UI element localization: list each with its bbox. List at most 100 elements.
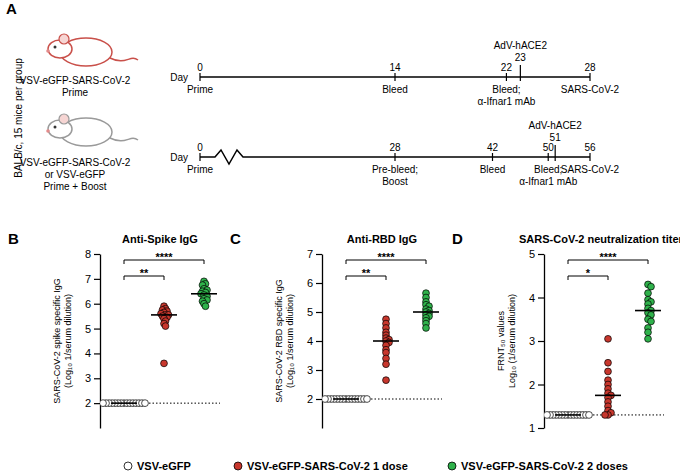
y-tick-label: 3 [307,364,313,376]
y-tick: 3 [85,372,100,384]
y-tick-label: 4 [85,347,91,359]
vaccine-label: VSV-eGFP-SARS-CoV-2 [20,75,131,86]
mouse-icon [46,114,138,146]
y-axis-title: (Log₁₀ 1/serum dilution) [285,294,295,388]
y-tick: 1 [529,422,544,434]
y-tick-mark [316,283,322,284]
series [383,316,393,384]
y-tick-mark [94,378,100,379]
day-number: 51 [550,132,562,143]
y-tick-label: 2 [529,379,535,391]
day-number: 42 [487,142,499,153]
y-tick: 7 [307,248,322,260]
timeline: Day0Prime14Bleed22Bleed;α-Ifnar1 mAb23Ad… [170,40,619,107]
y-tick-label: 1 [529,422,535,434]
y-tick: 3 [307,364,322,376]
series [158,303,172,367]
chart-title: Anti-Spike IgG [122,233,198,245]
timeline-tick [199,73,200,81]
day-number: 28 [389,142,401,153]
event-label: Prime [187,164,214,175]
y-tick-mark [316,254,322,255]
legend-item: VSV-eGFP [124,460,191,472]
significance-bracket: * [568,267,608,280]
y-tick: 4 [85,347,100,359]
event-label: AdV-hACE2 [494,40,548,51]
y-tick-label: 2 [85,397,91,409]
y-tick-label: 5 [85,323,91,335]
data-point [142,400,149,407]
panel-a: ABALB/c, 15 mice per groupVSV-eGFP-SARS-… [6,0,620,192]
y-tick-label: 2 [307,393,313,405]
plot-area [100,278,220,407]
day-number: 0 [197,62,203,73]
timeline-tick [589,153,590,161]
y-tick-mark [538,428,544,429]
chart-panel: CAnti-RBD IgGSARS-CoV-2 RBD specific IgG… [230,230,442,429]
legend-item: VSV-eGFP-SARS-CoV-2 2 doses [448,460,628,472]
y-tick-mark [94,304,100,305]
timeline-tick [394,153,395,161]
data-point [364,396,371,403]
day-number: 22 [501,62,513,73]
data-point [202,303,209,310]
y-tick-mark [94,254,100,255]
day-number: 0 [197,142,203,153]
significance-label: * [586,267,591,279]
y-tick-mark [94,403,100,404]
data-point [605,335,612,342]
series [544,412,592,419]
data-point [602,412,609,419]
timeline-axis-label: Day [170,152,188,163]
y-tick: 6 [307,277,322,289]
data-point [322,396,328,403]
y-tick: 4 [529,292,544,304]
series [645,281,655,342]
y-tick-mark [538,341,544,342]
mouse-tail [110,138,138,141]
significance-bracket: ** [346,267,386,280]
median-line [595,395,621,397]
chart-title: Anti-RBD IgG [347,233,417,245]
day-number: 50 [543,142,555,153]
median-line [333,398,359,400]
timeline-tick [492,153,493,161]
data-point [586,412,593,419]
y-tick-label: 4 [529,292,535,304]
limit-of-detection [322,399,442,400]
event-label: Prime [187,84,214,95]
mouse-icon [46,34,138,66]
y-tick: 2 [307,393,322,405]
y-axis: 2 3 4 5 6 7 [307,248,323,428]
event-label: Pre-bleed; [372,164,418,175]
y-tick: 4 [307,335,322,347]
mouse-nose [46,49,50,53]
y-tick-mark [94,328,100,329]
regimen-label: Prime + Boost [43,181,106,192]
plot-area [544,281,664,418]
day-number: 56 [584,142,596,153]
mouse-ear [59,34,69,44]
event-label: Bleed; [534,164,562,175]
panel-label: A [6,0,17,17]
mouse-eye [54,126,57,129]
regimen-label: Prime [62,87,89,98]
data-point [648,283,655,290]
y-axis-title: FRNT₅₀ values [496,311,506,371]
timeline-axis-label: Day [170,72,188,83]
y-tick-mark [94,353,100,354]
significance-label: **** [155,251,173,263]
median-line [373,340,399,342]
data-point [605,359,612,366]
y-tick-mark [316,312,322,313]
panel-label: D [452,230,463,247]
data-point [645,335,652,342]
y-axis-title: SARS-CoV-2 spike specific IgG [52,278,62,404]
significance-bracket: **** [124,251,204,264]
y-tick-mark [316,370,322,371]
timeline-tick [199,153,200,161]
data-point [544,412,550,419]
y-tick: 5 [307,306,322,318]
mouse-eye [54,46,57,49]
significance-label: ** [362,267,371,279]
